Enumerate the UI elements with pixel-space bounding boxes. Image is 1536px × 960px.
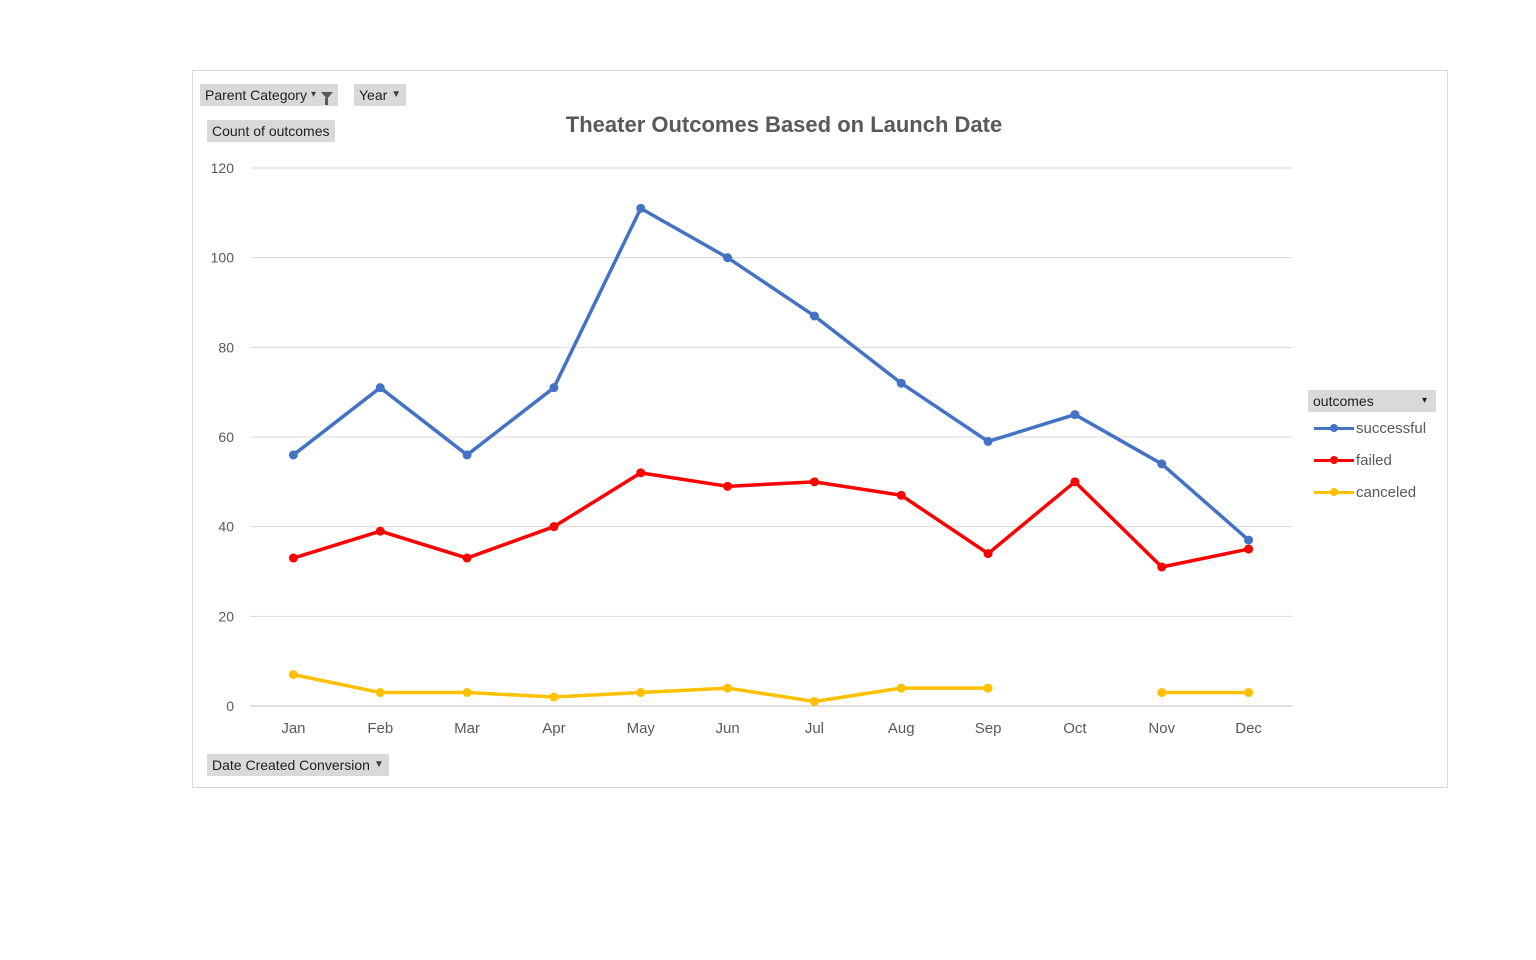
chart-area: [192, 70, 1448, 788]
x-tick-label: Dec: [1235, 720, 1262, 737]
data-point-failed: [375, 526, 385, 536]
legend-item-canceled[interactable]: canceled: [1308, 476, 1436, 508]
data-point-successful: [1244, 535, 1254, 545]
sort-arrow-icon: ▾: [1421, 395, 1427, 406]
legend-swatch: [1314, 453, 1354, 467]
parent-category-label: Parent Category: [205, 87, 307, 103]
sort-arrow-icon: ▾: [310, 89, 316, 100]
data-point-successful: [896, 378, 906, 388]
data-point-canceled: [1157, 688, 1167, 698]
data-point-canceled: [288, 670, 298, 680]
data-point-successful: [636, 203, 646, 213]
x-tick-label: Jun: [715, 720, 739, 737]
data-point-canceled: [549, 692, 559, 702]
dropdown-arrow-icon: ▼: [373, 759, 384, 770]
y-tick-label: 100: [211, 250, 235, 266]
count-of-outcomes-field-button[interactable]: Count of outcomes: [207, 120, 335, 142]
x-tick-label: Jan: [281, 720, 305, 737]
legend-swatch: [1314, 485, 1354, 499]
outcomes-filter-button[interactable]: outcomes ▾: [1308, 390, 1436, 412]
data-point-failed: [462, 553, 472, 563]
data-point-failed: [1070, 477, 1080, 487]
data-point-successful: [723, 253, 733, 263]
series-line-successful: [291, 206, 1251, 542]
x-tick-label: Nov: [1148, 720, 1175, 737]
x-tick-label: Jul: [805, 720, 824, 737]
data-point-failed: [983, 549, 993, 559]
y-tick-label: 40: [218, 519, 234, 535]
data-point-canceled: [462, 688, 472, 698]
data-point-canceled: [1244, 688, 1254, 698]
data-point-successful: [549, 383, 559, 393]
data-point-successful: [809, 311, 819, 321]
legend-item-successful[interactable]: successful: [1308, 412, 1436, 444]
legend-label: successful: [1356, 419, 1427, 437]
y-tick-label: 120: [211, 160, 235, 176]
chart-title: Theater Outcomes Based on Launch Date: [565, 112, 1003, 137]
x-tick-label: Apr: [542, 720, 565, 737]
legend-header-label: outcomes: [1313, 393, 1374, 409]
x-tick-label: Sep: [975, 720, 1002, 737]
data-point-canceled: [983, 683, 993, 693]
date-created-label: Date Created Conversion: [212, 757, 370, 773]
data-point-successful: [1157, 459, 1167, 469]
legend-swatch: [1314, 421, 1354, 435]
series-line-failed: [291, 471, 1251, 569]
x-tick-label: Aug: [888, 720, 915, 737]
legend-label: failed: [1356, 451, 1392, 469]
data-point-canceled: [723, 683, 733, 693]
data-point-successful: [462, 450, 472, 460]
year-label: Year: [359, 87, 388, 103]
x-tick-label: Mar: [454, 720, 480, 737]
data-point-canceled: [636, 688, 646, 698]
data-point-canceled: [896, 683, 906, 693]
data-point-successful: [375, 383, 385, 393]
data-point-failed: [1157, 562, 1167, 572]
data-point-failed: [549, 522, 559, 532]
y-tick-label: 0: [226, 698, 234, 714]
y-tick-label: 20: [218, 608, 234, 624]
data-point-failed: [896, 490, 906, 500]
parent-category-filter-button[interactable]: Parent Category ▾: [200, 84, 338, 106]
date-created-field-button[interactable]: Date Created Conversion ▼: [207, 754, 389, 776]
data-point-failed: [809, 477, 819, 487]
data-point-canceled: [375, 688, 385, 698]
y-tick-label: 80: [218, 339, 234, 355]
data-point-successful: [983, 436, 993, 446]
x-tick-label: May: [627, 720, 656, 737]
x-tick-label: Feb: [367, 720, 393, 737]
data-point-failed: [636, 468, 646, 478]
chart-legend: outcomes ▾ successful failed canceled: [1308, 390, 1436, 508]
data-point-failed: [723, 481, 733, 491]
count-of-outcomes-label: Count of outcomes: [212, 123, 330, 139]
data-point-canceled: [809, 697, 819, 707]
dropdown-arrow-icon: ▼: [391, 89, 402, 100]
data-point-successful: [1070, 410, 1080, 420]
data-point-failed: [288, 553, 298, 563]
legend-item-failed[interactable]: failed: [1308, 444, 1436, 476]
filter-funnel-icon: [320, 91, 333, 105]
data-point-successful: [288, 450, 298, 460]
year-filter-button[interactable]: Year ▼: [354, 84, 407, 106]
y-tick-label: 60: [218, 429, 234, 445]
data-point-failed: [1244, 544, 1254, 554]
legend-label: canceled: [1356, 483, 1417, 501]
x-tick-label: Oct: [1063, 720, 1087, 737]
